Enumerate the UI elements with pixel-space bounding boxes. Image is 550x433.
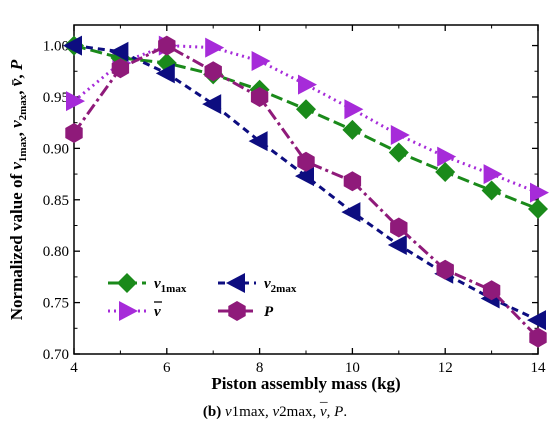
legend-item-v2max: v2max	[218, 273, 297, 295]
y-tick-label: 1.00	[43, 39, 69, 55]
caption-end: .	[343, 404, 348, 420]
caption-sep2: ,	[312, 404, 320, 420]
legend-label: P	[264, 304, 274, 320]
caption-vbar: v ¯	[320, 401, 328, 421]
x-tick-label: 8	[256, 360, 264, 376]
y-title-v2: v	[7, 120, 26, 128]
caption-sep3: ,	[326, 404, 335, 420]
data-point-v1max	[435, 162, 456, 183]
caption-v2: v	[272, 404, 280, 420]
chart: 4 6 8 10 12 140.700.750.800.850.900.951.00 v1…	[7, 24, 549, 393]
legend: v1max v2max v P	[108, 273, 297, 321]
data-point-P	[65, 123, 83, 143]
data-point-P	[390, 217, 408, 238]
caption-vbar-letter: v	[320, 404, 327, 420]
legend-label: v	[154, 304, 161, 320]
series-P	[65, 35, 547, 348]
x-axis-title: Piston assembly mass (kg)	[211, 374, 400, 393]
series-line-v2max	[73, 44, 539, 322]
x-tick-label: 6	[163, 360, 171, 376]
x-tick-label: 12	[438, 360, 453, 376]
series-vbar	[66, 35, 549, 203]
data-point-v1max	[528, 199, 548, 220]
series-line-v1max	[73, 44, 539, 211]
data-point-vbar	[66, 91, 85, 112]
figure-caption: (b) v1max, v2max, v ¯, P.	[0, 401, 550, 421]
data-point-vbar	[530, 182, 549, 203]
x-tick-label: 10	[345, 360, 360, 376]
data-point-v2max	[527, 310, 546, 331]
data-point-vbar	[205, 37, 225, 58]
data-point-v1max	[342, 119, 363, 140]
series-v1max	[64, 35, 548, 220]
axis-ticks: 4 6 8 10 12 14 0.70 0.75 0.80 0.85 0.90 0.95 1.00	[43, 25, 546, 376]
caption-label: (b)	[202, 404, 222, 420]
data-point-vbar	[390, 125, 410, 146]
legend-marker	[119, 301, 138, 321]
data-point-vbar	[251, 50, 271, 71]
data-point-P	[250, 87, 269, 107]
data-point-v2max	[295, 166, 314, 187]
legend-marker	[117, 273, 137, 293]
y-title-prefix: Normalized value of	[7, 170, 26, 321]
legend-marker	[228, 301, 246, 321]
data-point-P	[204, 61, 222, 82]
x-tick-label: 14	[531, 360, 547, 376]
y-title-sep1: ,	[7, 128, 26, 137]
y-tick-label: 0.90	[43, 141, 69, 157]
data-point-vbar	[437, 146, 457, 167]
data-point-v2max	[341, 202, 361, 223]
legend-item-P: P	[218, 301, 274, 321]
caption-vbar-overline: ¯	[320, 401, 328, 417]
svg-text:Normalized value of v1max, v2m: Normalized value of v1max, v2max, v̄, P	[7, 59, 29, 320]
y-tick-label: 0.95	[43, 90, 69, 106]
y-title-v1: v	[7, 162, 26, 170]
y-tick-label: 0.70	[43, 347, 69, 363]
x-tick-label: 4	[70, 360, 78, 376]
data-point-P	[111, 58, 130, 79]
data-point-v2max	[387, 235, 407, 256]
y-title-v2-sub: 2max	[17, 94, 29, 120]
data-point-v2max	[155, 63, 175, 84]
y-tick-label: 0.80	[43, 244, 69, 260]
data-point-v1max	[296, 99, 316, 120]
plot-frame	[73, 24, 539, 355]
series-layer	[63, 35, 549, 348]
series-v2max	[63, 35, 546, 331]
data-point-P	[343, 171, 362, 192]
caption-v2-sub: 2max	[279, 404, 313, 420]
data-point-P	[297, 151, 315, 172]
data-point-v1max	[388, 142, 409, 163]
legend-item-v1max: v1max	[108, 273, 187, 295]
caption-sep1: ,	[265, 404, 273, 420]
data-point-v2max	[202, 94, 222, 115]
data-point-P	[436, 259, 454, 280]
y-axis-title: Normalized value of v1max, v2max, v̄, P	[7, 59, 29, 320]
data-point-vbar	[298, 74, 317, 95]
y-tick-label: 0.85	[43, 193, 69, 209]
legend-label: v2max	[264, 276, 297, 295]
caption-P: P	[334, 404, 344, 420]
y-title-P: P	[7, 59, 26, 71]
data-point-P	[482, 280, 501, 301]
data-point-v1max	[481, 180, 502, 201]
legend-marker	[226, 273, 245, 293]
y-title-vbar: v̄	[7, 78, 26, 86]
data-point-P	[529, 327, 547, 348]
legend-item-vbar: v	[108, 301, 162, 321]
legend-label: v1max	[154, 276, 187, 295]
y-title-sep2: ,	[7, 86, 26, 95]
y-title-sep3: ,	[7, 70, 26, 79]
data-point-v2max	[109, 41, 129, 62]
y-title-v1-sub: 1max	[17, 136, 29, 162]
data-point-v2max	[63, 35, 82, 56]
caption-v1: v	[225, 404, 232, 420]
data-point-vbar	[344, 99, 364, 120]
y-tick-label: 0.75	[43, 296, 69, 312]
data-point-P	[158, 35, 176, 56]
caption-v1-sub: 1max	[231, 404, 265, 420]
data-point-v2max	[248, 131, 268, 152]
data-point-vbar	[483, 164, 503, 185]
